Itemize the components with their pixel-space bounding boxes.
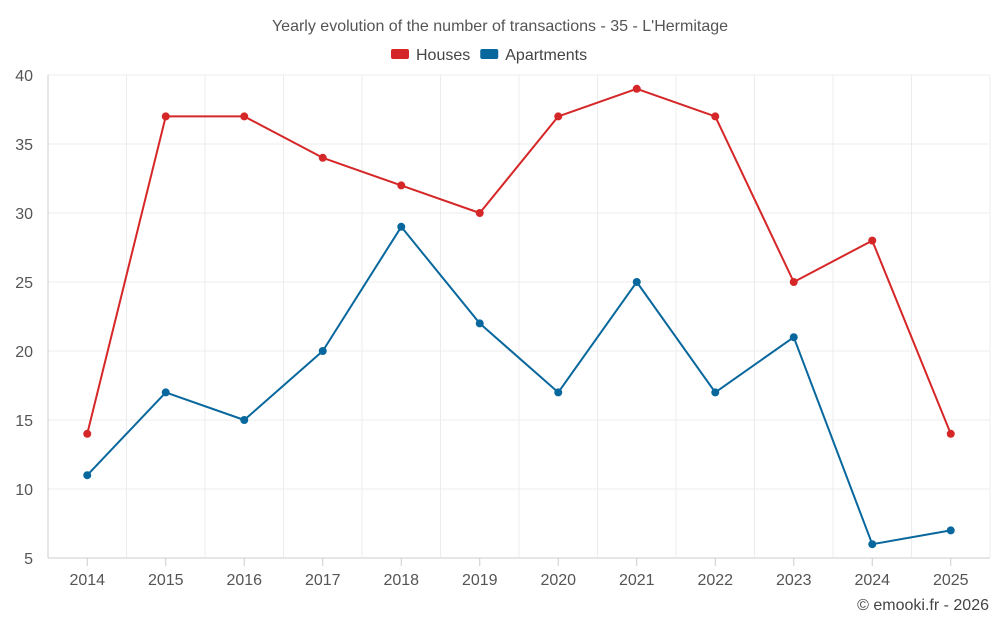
x-tick-label: 2020: [540, 572, 576, 589]
y-tick-label: 20: [15, 344, 33, 361]
data-point: [318, 347, 327, 355]
legend-label: Apartments: [505, 47, 587, 64]
legend-item-apartments: Apartments: [480, 47, 587, 64]
data-point: [240, 112, 249, 121]
data-point: [318, 153, 327, 162]
y-tick-label: 10: [15, 482, 33, 499]
data-point: [868, 236, 877, 245]
data-point: [83, 471, 92, 480]
x-tick-label: 2025: [933, 572, 969, 589]
legend-swatch: [391, 49, 409, 59]
series-apartments: [83, 222, 955, 549]
y-tick-label: 30: [15, 206, 33, 223]
data-point: [161, 388, 170, 397]
data-point: [397, 181, 406, 190]
y-tick-label: 5: [24, 551, 33, 568]
data-point: [868, 540, 877, 549]
data-point: [711, 112, 720, 121]
x-tick-label: 2015: [148, 572, 184, 589]
series-houses: [83, 84, 955, 438]
series-line-houses: [86, 87, 952, 435]
y-tick-label: 25: [15, 275, 33, 292]
data-point: [632, 278, 641, 286]
data-point: [554, 388, 563, 397]
data-point: [475, 209, 484, 217]
data-point: [632, 84, 641, 93]
data-point: [789, 278, 798, 286]
x-tick-label: 2018: [383, 572, 419, 589]
legend-item-houses: Houses: [391, 47, 470, 64]
copyright-text: © emooki.fr - 2026: [857, 597, 989, 614]
x-tick-label: 2024: [854, 572, 890, 589]
legend: Houses Apartments: [391, 47, 587, 64]
data-point: [946, 429, 955, 438]
x-tick-label: 2021: [619, 572, 655, 589]
data-point: [554, 112, 563, 121]
y-tick-label: 35: [15, 137, 33, 154]
x-tick-label: 2016: [226, 572, 262, 589]
grid: [47, 74, 991, 559]
data-point: [83, 429, 92, 438]
series-layer: [83, 84, 955, 549]
data-point: [161, 112, 170, 121]
data-point: [397, 222, 406, 231]
x-tick-label: 2019: [462, 572, 498, 589]
x-tick-label: 2014: [69, 572, 105, 589]
data-point: [475, 319, 484, 328]
y-tick-label: 40: [15, 68, 33, 85]
x-tick-label: 2023: [776, 572, 812, 589]
x-tick-label: 2022: [697, 572, 733, 589]
data-point: [789, 333, 798, 342]
data-point: [711, 388, 720, 397]
data-point: [946, 526, 955, 535]
y-tick-label: 15: [15, 413, 33, 430]
data-point: [240, 416, 249, 424]
x-tick-label: 2017: [305, 572, 341, 589]
series-line-apartments: [86, 225, 951, 546]
legend-swatch: [480, 49, 499, 59]
chart-title: Yearly evolution of the number of transa…: [272, 18, 728, 35]
legend-label: Houses: [416, 47, 470, 64]
